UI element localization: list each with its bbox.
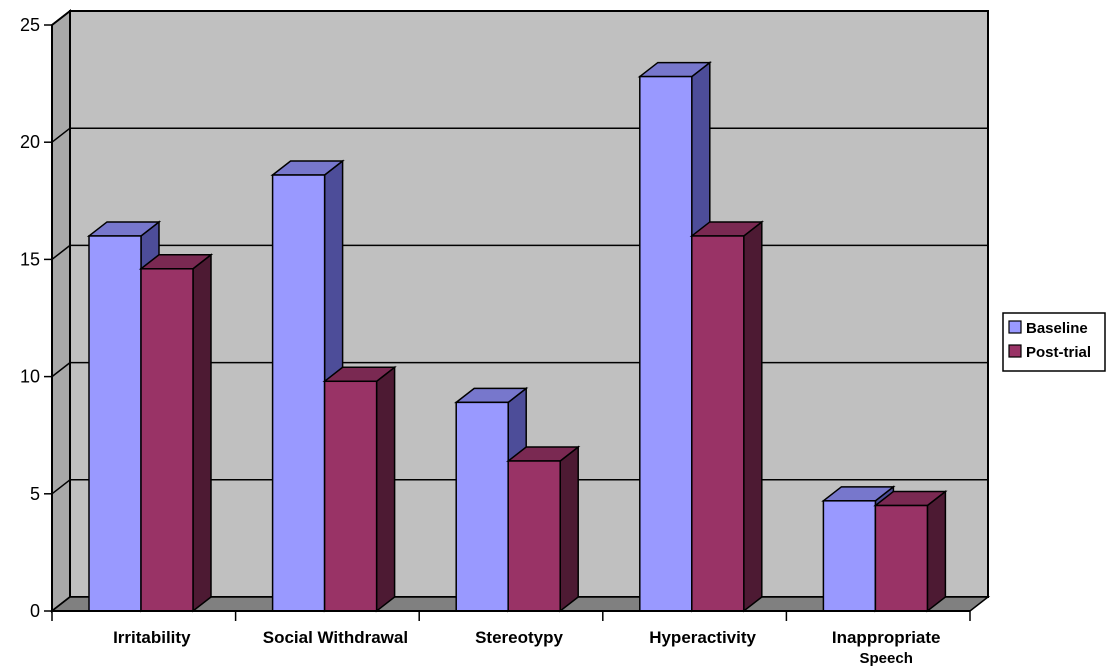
bar-side bbox=[926, 489, 947, 613]
gridline-side bbox=[51, 127, 71, 143]
bar-post-trial bbox=[873, 489, 948, 613]
bar-front bbox=[507, 460, 561, 612]
x-category-label: Social Withdrawal bbox=[263, 628, 408, 647]
x-category-label: Stereotypy bbox=[475, 628, 563, 647]
x-label-line: Speech bbox=[860, 650, 913, 667]
gridline-side bbox=[51, 10, 71, 26]
legend: Baseline Post-trial bbox=[1002, 312, 1106, 372]
bar-side bbox=[743, 220, 763, 613]
y-tick-label: 10 bbox=[20, 367, 40, 387]
bar-post-trial bbox=[506, 445, 581, 613]
bar-front bbox=[323, 380, 378, 612]
bar-side bbox=[192, 253, 212, 613]
bar-post-trial bbox=[322, 365, 397, 613]
gridline-side bbox=[51, 362, 71, 378]
bar-side bbox=[375, 365, 396, 613]
x-category-label: Hyperactivity bbox=[649, 628, 756, 647]
gridline-side bbox=[51, 479, 71, 495]
x-axis: Irritability Social Withdrawal Stereotypy H… bbox=[51, 610, 971, 667]
bar-front bbox=[691, 235, 745, 612]
x-category-label: Irritability bbox=[113, 628, 191, 647]
bar-side bbox=[559, 445, 579, 613]
bar-front bbox=[822, 500, 877, 612]
bar-front bbox=[271, 174, 326, 612]
y-tick-label: 5 bbox=[30, 484, 40, 504]
bar-front bbox=[874, 504, 929, 612]
legend-swatch-baseline bbox=[1008, 320, 1022, 334]
legend-label: Baseline bbox=[1026, 320, 1088, 337]
bar-front bbox=[140, 268, 194, 612]
y-tick-label: 20 bbox=[20, 132, 40, 152]
y-tick-label: 15 bbox=[20, 249, 40, 269]
legend-swatch-post-trial bbox=[1008, 344, 1022, 358]
side-wall bbox=[51, 8, 71, 614]
x-category-label: Inappropriate Speech bbox=[832, 628, 941, 667]
y-axis: 0 5 10 15 20 25 bbox=[20, 15, 53, 621]
bar-post-trial bbox=[138, 253, 214, 613]
x-label-line: Inappropriate bbox=[832, 628, 941, 647]
y-tick-label: 25 bbox=[20, 15, 40, 35]
legend-label: Post-trial bbox=[1026, 344, 1091, 361]
y-tick-label: 0 bbox=[30, 601, 40, 621]
bar-front bbox=[88, 235, 142, 612]
bar-post-trial bbox=[689, 220, 764, 613]
bar-front bbox=[639, 75, 693, 612]
bar-front bbox=[455, 401, 509, 612]
gridline-side bbox=[51, 244, 71, 260]
